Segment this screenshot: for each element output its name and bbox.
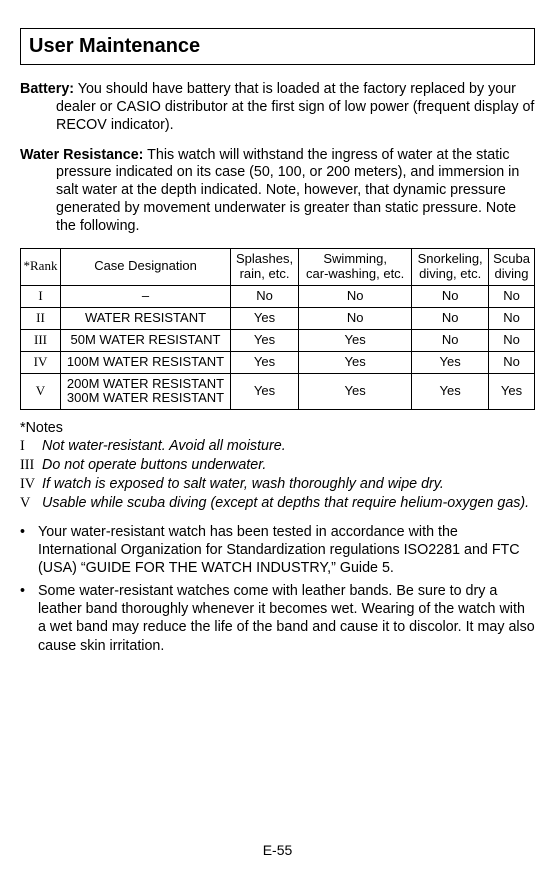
cell: Yes <box>231 373 299 410</box>
th-snorkeling-l1: Snorkeling, <box>414 252 486 267</box>
water-resistance-table: *Rank Case Designation Splashes, rain, e… <box>20 248 535 411</box>
cell: No <box>412 329 489 351</box>
cell-rank: II <box>21 307 61 329</box>
th-snorkeling-l2: diving, etc. <box>414 267 486 282</box>
cell: Yes <box>299 351 412 373</box>
cell: No <box>489 351 535 373</box>
water-label: Water Resistance: <box>20 147 143 163</box>
th-designation: Case Designation <box>61 248 231 285</box>
cell: No <box>299 307 412 329</box>
cell: No <box>489 329 535 351</box>
note-rank: I <box>20 438 42 456</box>
cell-des-l1: 200M WATER RESISTANT <box>63 377 228 392</box>
th-swimming-l1: Swimming, <box>301 252 409 267</box>
cell-designation: 200M WATER RESISTANT 300M WATER RESISTAN… <box>61 373 231 410</box>
cell-des-l2: 300M WATER RESISTANT <box>63 391 228 406</box>
battery-text: You should have battery that is loaded a… <box>56 81 534 133</box>
section-title-box: User Maintenance <box>20 28 535 65</box>
th-splashes-l2: rain, etc. <box>233 267 296 282</box>
bullet-text: Your water-resistant watch has been test… <box>38 523 535 578</box>
table-row: I – No No No No <box>21 285 535 307</box>
bullet-row: • Your water-resistant watch has been te… <box>20 523 535 578</box>
battery-label: Battery: <box>20 81 74 97</box>
cell-designation: 100M WATER RESISTANT <box>61 351 231 373</box>
cell: Yes <box>412 351 489 373</box>
cell-designation: WATER RESISTANT <box>61 307 231 329</box>
bullet-dot-icon: • <box>20 523 38 578</box>
cell: Yes <box>231 307 299 329</box>
cell: Yes <box>231 329 299 351</box>
note-rank: V <box>20 495 42 513</box>
cell: Yes <box>412 373 489 410</box>
cell: No <box>231 285 299 307</box>
battery-paragraph: Battery: You should have battery that is… <box>20 81 535 135</box>
th-scuba-l2: diving <box>491 267 532 282</box>
cell: No <box>489 285 535 307</box>
note-row: III Do not operate buttons underwater. <box>20 457 535 475</box>
note-text: If watch is exposed to salt water, wash … <box>42 476 535 494</box>
cell-rank: III <box>21 329 61 351</box>
note-row: V Usable while scuba diving (except at d… <box>20 495 535 513</box>
table-row: V 200M WATER RESISTANT 300M WATER RESIST… <box>21 373 535 410</box>
note-text: Not water-resistant. Avoid all moisture. <box>42 438 535 456</box>
cell-designation: – <box>61 285 231 307</box>
th-splashes: Splashes, rain, etc. <box>231 248 299 285</box>
cell: Yes <box>299 373 412 410</box>
water-paragraph: Water Resistance: This watch will withst… <box>20 147 535 236</box>
cell-rank: IV <box>21 351 61 373</box>
cell: No <box>412 285 489 307</box>
th-swimming: Swimming, car-washing, etc. <box>299 248 412 285</box>
table-row: II WATER RESISTANT Yes No No No <box>21 307 535 329</box>
note-rank: IV <box>20 476 42 494</box>
bullet-row: • Some water-resistant watches come with… <box>20 582 535 655</box>
note-rank: III <box>20 457 42 475</box>
cell-rank: I <box>21 285 61 307</box>
th-snorkeling: Snorkeling, diving, etc. <box>412 248 489 285</box>
bullet-text: Some water-resistant watches come with l… <box>38 582 535 655</box>
th-swimming-l2: car-washing, etc. <box>301 267 409 282</box>
th-scuba-l1: Scuba <box>491 252 532 267</box>
cell-rank: V <box>21 373 61 410</box>
notes-heading: *Notes <box>20 420 535 436</box>
table-row: IV 100M WATER RESISTANT Yes Yes Yes No <box>21 351 535 373</box>
table-header-row: *Rank Case Designation Splashes, rain, e… <box>21 248 535 285</box>
cell: No <box>489 307 535 329</box>
cell: Yes <box>299 329 412 351</box>
bullet-dot-icon: • <box>20 582 38 655</box>
note-text: Usable while scuba diving (except at dep… <box>42 495 535 513</box>
cell-designation: 50M WATER RESISTANT <box>61 329 231 351</box>
bullet-list: • Your water-resistant watch has been te… <box>20 523 535 655</box>
table-row: III 50M WATER RESISTANT Yes Yes No No <box>21 329 535 351</box>
cell: No <box>412 307 489 329</box>
note-text: Do not operate buttons underwater. <box>42 457 535 475</box>
th-rank: *Rank <box>21 248 61 285</box>
section-title: User Maintenance <box>29 35 526 58</box>
cell: Yes <box>231 351 299 373</box>
th-scuba: Scuba diving <box>489 248 535 285</box>
th-splashes-l1: Splashes, <box>233 252 296 267</box>
note-row: I Not water-resistant. Avoid all moistur… <box>20 438 535 456</box>
note-row: IV If watch is exposed to salt water, wa… <box>20 476 535 494</box>
page-number: E-55 <box>0 842 555 858</box>
cell: No <box>299 285 412 307</box>
cell: Yes <box>489 373 535 410</box>
